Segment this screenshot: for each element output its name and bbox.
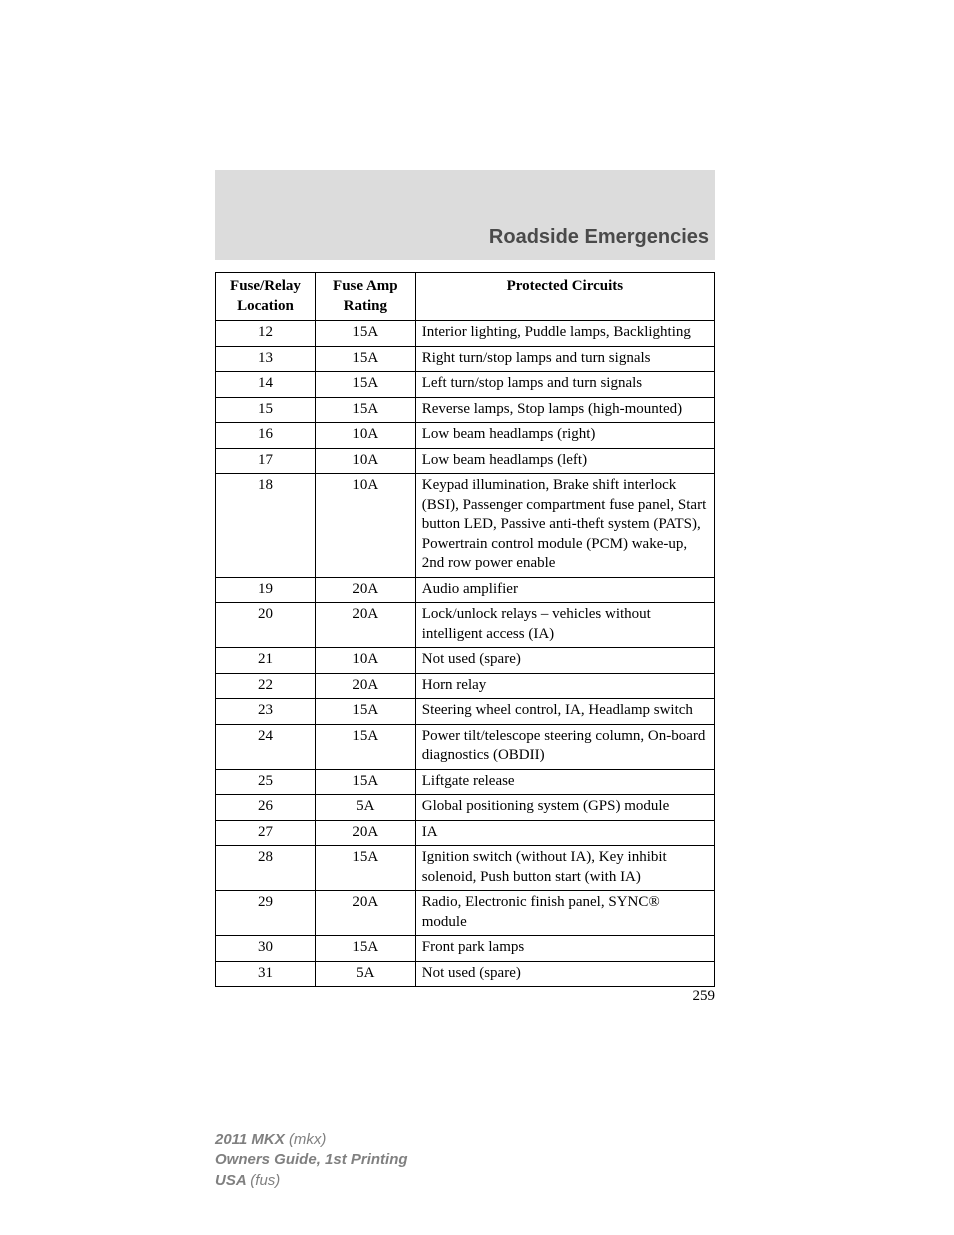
table-row: 2110ANot used (spare) bbox=[216, 648, 715, 674]
cell-amp: 15A bbox=[315, 699, 415, 725]
cell-location: 14 bbox=[216, 372, 316, 398]
cell-circuits: Audio amplifier bbox=[415, 577, 714, 603]
cell-amp: 5A bbox=[315, 961, 415, 987]
cell-amp: 10A bbox=[315, 474, 415, 578]
table-row: 2815AIgnition switch (without IA), Key i… bbox=[216, 846, 715, 891]
col-header-circuits: Protected Circuits bbox=[415, 273, 714, 321]
fuse-table: Fuse/Relay Location Fuse Amp Rating Prot… bbox=[215, 272, 715, 987]
cell-location: 13 bbox=[216, 346, 316, 372]
table-row: 2720AIA bbox=[216, 820, 715, 846]
cell-location: 17 bbox=[216, 448, 316, 474]
section-title: Roadside Emergencies bbox=[215, 226, 715, 249]
table-row: 1215AInterior lighting, Puddle lamps, Ba… bbox=[216, 321, 715, 347]
table-row: 1415ALeft turn/stop lamps and turn signa… bbox=[216, 372, 715, 398]
footer-block: 2011 MKX (mkx) Owners Guide, 1st Printin… bbox=[215, 1130, 408, 1191]
cell-circuits: Global positioning system (GPS) module bbox=[415, 795, 714, 821]
cell-circuits: IA bbox=[415, 820, 714, 846]
cell-circuits: Right turn/stop lamps and turn signals bbox=[415, 346, 714, 372]
cell-amp: 10A bbox=[315, 648, 415, 674]
cell-circuits: Reverse lamps, Stop lamps (high-mounted) bbox=[415, 397, 714, 423]
cell-amp: 20A bbox=[315, 891, 415, 936]
cell-location: 23 bbox=[216, 699, 316, 725]
cell-location: 21 bbox=[216, 648, 316, 674]
table-row: 1515AReverse lamps, Stop lamps (high-mou… bbox=[216, 397, 715, 423]
cell-amp: 10A bbox=[315, 448, 415, 474]
cell-amp: 15A bbox=[315, 397, 415, 423]
cell-circuits: Not used (spare) bbox=[415, 648, 714, 674]
table-header-row: Fuse/Relay Location Fuse Amp Rating Prot… bbox=[216, 273, 715, 321]
cell-amp: 15A bbox=[315, 769, 415, 795]
footer-line-3: USA (fus) bbox=[215, 1171, 408, 1191]
table-row: 1315ARight turn/stop lamps and turn sign… bbox=[216, 346, 715, 372]
cell-amp: 5A bbox=[315, 795, 415, 821]
table-row: 315ANot used (spare) bbox=[216, 961, 715, 987]
cell-amp: 20A bbox=[315, 603, 415, 648]
cell-location: 16 bbox=[216, 423, 316, 449]
cell-circuits: Low beam headlamps (left) bbox=[415, 448, 714, 474]
table-row: 1920AAudio amplifier bbox=[216, 577, 715, 603]
cell-circuits: Horn relay bbox=[415, 673, 714, 699]
cell-location: 12 bbox=[216, 321, 316, 347]
cell-location: 31 bbox=[216, 961, 316, 987]
page-number: 259 bbox=[693, 988, 716, 1005]
cell-circuits: Liftgate release bbox=[415, 769, 714, 795]
cell-amp: 15A bbox=[315, 846, 415, 891]
cell-circuits: Lock/unlock relays – vehicles without in… bbox=[415, 603, 714, 648]
table-row: 2920ARadio, Electronic finish panel, SYN… bbox=[216, 891, 715, 936]
cell-location: 24 bbox=[216, 724, 316, 769]
cell-location: 26 bbox=[216, 795, 316, 821]
footer-line-2: Owners Guide, 1st Printing bbox=[215, 1150, 408, 1170]
cell-location: 29 bbox=[216, 891, 316, 936]
table-row: 2515ALiftgate release bbox=[216, 769, 715, 795]
cell-amp: 15A bbox=[315, 372, 415, 398]
cell-amp: 20A bbox=[315, 673, 415, 699]
table-row: 2220AHorn relay bbox=[216, 673, 715, 699]
table-row: 2315ASteering wheel control, IA, Headlam… bbox=[216, 699, 715, 725]
cell-location: 30 bbox=[216, 936, 316, 962]
cell-location: 22 bbox=[216, 673, 316, 699]
col-header-location: Fuse/Relay Location bbox=[216, 273, 316, 321]
cell-location: 28 bbox=[216, 846, 316, 891]
table-row: 1810AKeypad illumination, Brake shift in… bbox=[216, 474, 715, 578]
cell-circuits: Front park lamps bbox=[415, 936, 714, 962]
cell-circuits: Ignition switch (without IA), Key inhibi… bbox=[415, 846, 714, 891]
col-header-amp: Fuse Amp Rating bbox=[315, 273, 415, 321]
table-row: 1710ALow beam headlamps (left) bbox=[216, 448, 715, 474]
cell-circuits: Not used (spare) bbox=[415, 961, 714, 987]
cell-circuits: Low beam headlamps (right) bbox=[415, 423, 714, 449]
cell-circuits: Left turn/stop lamps and turn signals bbox=[415, 372, 714, 398]
cell-amp: 10A bbox=[315, 423, 415, 449]
cell-circuits: Keypad illumination, Brake shift interlo… bbox=[415, 474, 714, 578]
table-row: 2415APower tilt/telescope steering colum… bbox=[216, 724, 715, 769]
cell-circuits: Power tilt/telescope steering column, On… bbox=[415, 724, 714, 769]
cell-amp: 15A bbox=[315, 724, 415, 769]
cell-location: 20 bbox=[216, 603, 316, 648]
footer-line-1: 2011 MKX (mkx) bbox=[215, 1130, 408, 1150]
cell-location: 27 bbox=[216, 820, 316, 846]
table-row: 265AGlobal positioning system (GPS) modu… bbox=[216, 795, 715, 821]
cell-circuits: Interior lighting, Puddle lamps, Backlig… bbox=[415, 321, 714, 347]
page: Roadside Emergencies Fuse/Relay Location… bbox=[0, 0, 954, 1235]
table-row: 1610ALow beam headlamps (right) bbox=[216, 423, 715, 449]
table-row: 2020ALock/unlock relays – vehicles witho… bbox=[216, 603, 715, 648]
cell-location: 15 bbox=[216, 397, 316, 423]
table-row: 3015AFront park lamps bbox=[216, 936, 715, 962]
cell-circuits: Radio, Electronic finish panel, SYNC® mo… bbox=[415, 891, 714, 936]
cell-location: 18 bbox=[216, 474, 316, 578]
cell-amp: 20A bbox=[315, 820, 415, 846]
cell-location: 25 bbox=[216, 769, 316, 795]
cell-location: 19 bbox=[216, 577, 316, 603]
cell-amp: 15A bbox=[315, 321, 415, 347]
cell-amp: 20A bbox=[315, 577, 415, 603]
cell-amp: 15A bbox=[315, 346, 415, 372]
cell-circuits: Steering wheel control, IA, Headlamp swi… bbox=[415, 699, 714, 725]
cell-amp: 15A bbox=[315, 936, 415, 962]
